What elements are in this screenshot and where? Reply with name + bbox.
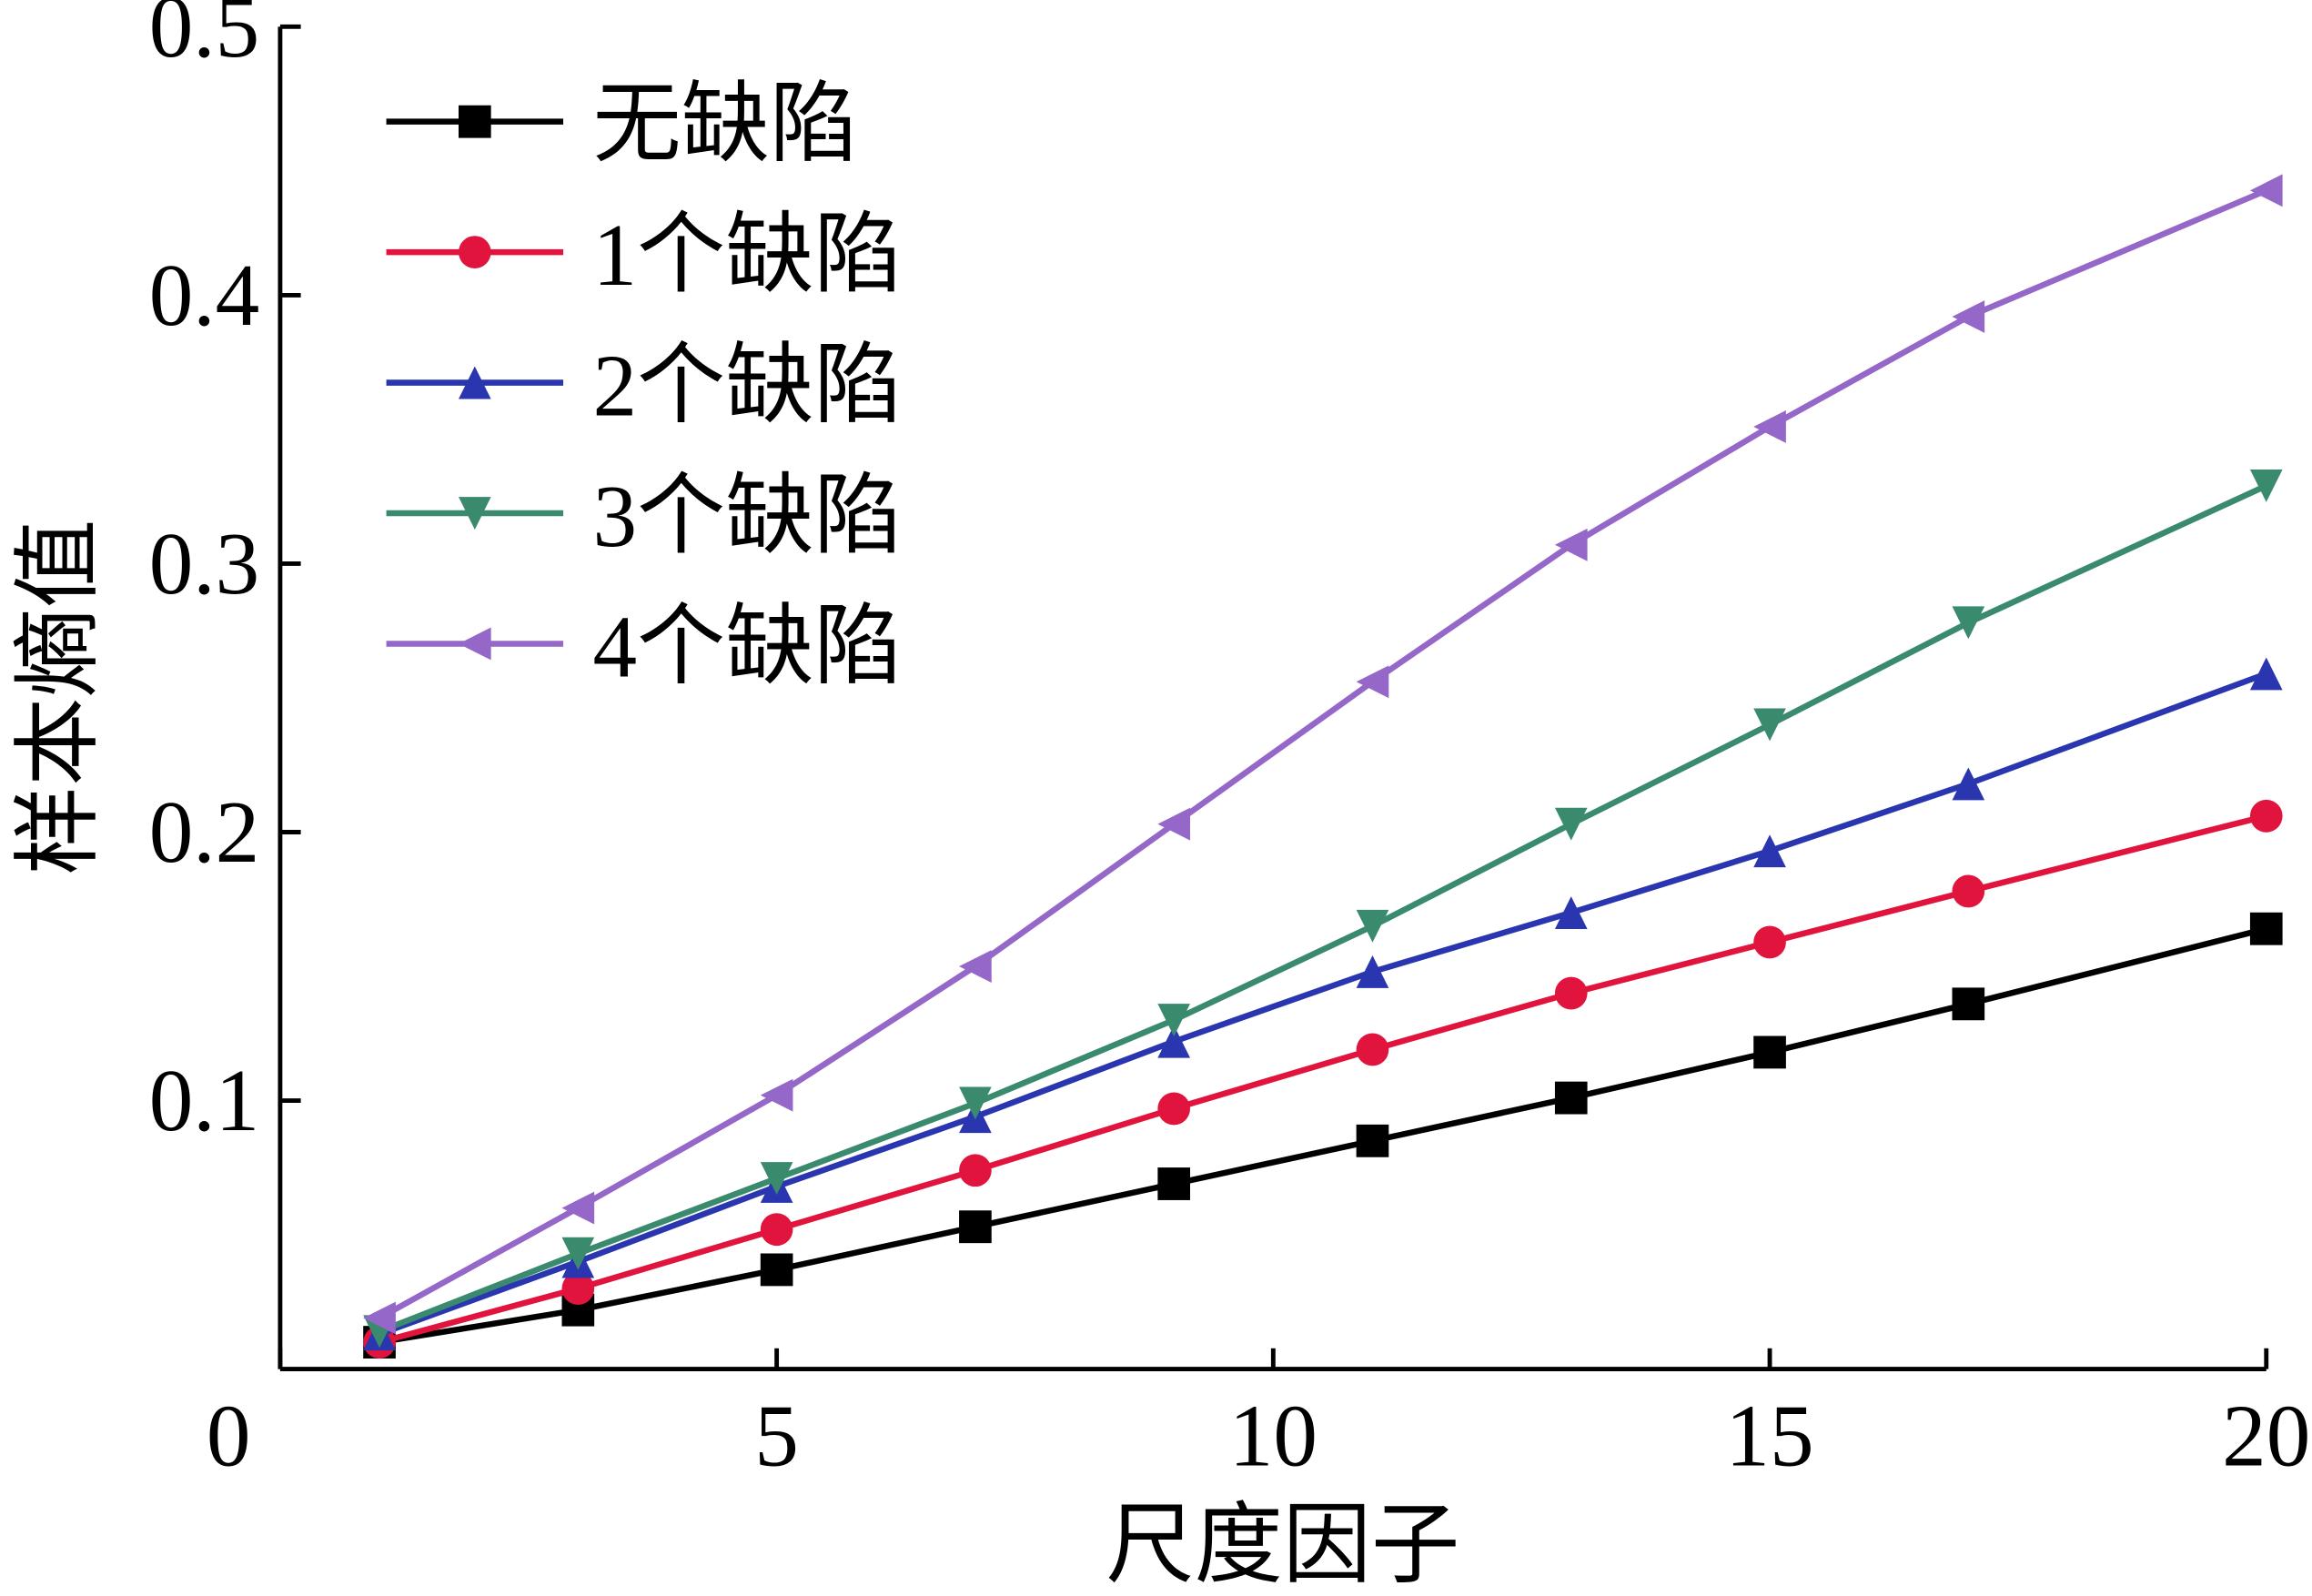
marker bbox=[1356, 1124, 1389, 1157]
marker bbox=[1753, 925, 1786, 959]
y-axis-label: 样本熵值 bbox=[10, 520, 108, 875]
x-tick-label: 5 bbox=[754, 1387, 799, 1485]
legend-label: 4个缺陷 bbox=[592, 598, 902, 696]
x-axis-label: 尺度因子 bbox=[1106, 1497, 1459, 1595]
marker bbox=[1554, 807, 1588, 841]
marker bbox=[1952, 874, 1985, 908]
series-line bbox=[378, 482, 2268, 1335]
marker bbox=[1753, 1035, 1786, 1069]
y-tick-label: 0.2 bbox=[149, 783, 260, 882]
x-tick-label: 0 bbox=[207, 1387, 251, 1485]
series-line bbox=[379, 925, 2267, 1346]
marker bbox=[1952, 987, 1985, 1021]
marker bbox=[1554, 896, 1588, 929]
marker bbox=[1157, 1025, 1191, 1058]
marker bbox=[1157, 1092, 1191, 1126]
marker bbox=[1554, 528, 1588, 561]
y-tick-label: 0.4 bbox=[149, 247, 260, 345]
marker bbox=[1952, 300, 1985, 333]
marker bbox=[1356, 1033, 1389, 1066]
marker bbox=[1157, 1004, 1191, 1036]
legend-marker bbox=[458, 627, 491, 661]
marker bbox=[1356, 955, 1389, 988]
marker bbox=[561, 1191, 595, 1225]
marker bbox=[760, 1253, 793, 1287]
marker bbox=[959, 1154, 992, 1187]
marker bbox=[959, 1210, 992, 1244]
y-tick-label: 0.1 bbox=[149, 1052, 260, 1150]
legend-marker bbox=[458, 105, 491, 138]
marker bbox=[1753, 410, 1786, 443]
x-tick-label: 20 bbox=[2222, 1387, 2310, 1485]
marker bbox=[959, 950, 992, 983]
marker bbox=[2249, 799, 2283, 833]
y-tick-label: 0.5 bbox=[149, 0, 260, 76]
legend-label: 1个缺陷 bbox=[592, 207, 902, 305]
marker bbox=[2249, 174, 2283, 207]
marker bbox=[1753, 834, 1786, 868]
marker bbox=[1753, 708, 1786, 742]
marker bbox=[1554, 1081, 1588, 1115]
series-line bbox=[378, 671, 2267, 1338]
marker bbox=[1952, 767, 1985, 801]
legend-label: 无缺陷 bbox=[592, 76, 858, 174]
marker bbox=[1554, 976, 1588, 1010]
marker bbox=[2249, 657, 2283, 691]
legend-marker bbox=[458, 497, 491, 530]
marker bbox=[1157, 1167, 1191, 1200]
legend-label: 3个缺陷 bbox=[592, 468, 902, 566]
x-tick-label: 15 bbox=[1725, 1387, 1813, 1485]
marker bbox=[1157, 807, 1191, 841]
marker bbox=[363, 1301, 396, 1335]
marker bbox=[561, 1272, 595, 1306]
series-line bbox=[378, 187, 2268, 1321]
series-line bbox=[379, 813, 2267, 1346]
marker bbox=[2249, 912, 2283, 945]
marker bbox=[1356, 665, 1389, 699]
marker bbox=[760, 1078, 793, 1112]
marker bbox=[1952, 606, 1985, 640]
marker bbox=[2249, 469, 2283, 502]
legend-marker bbox=[458, 236, 491, 269]
marker bbox=[760, 1213, 793, 1247]
marker bbox=[959, 1086, 992, 1120]
x-tick-label: 10 bbox=[1229, 1387, 1318, 1485]
marker bbox=[561, 1237, 595, 1270]
legend-marker bbox=[458, 366, 491, 399]
legend-label: 2个缺陷 bbox=[592, 337, 902, 435]
marker bbox=[1356, 909, 1389, 943]
y-tick-label: 0.3 bbox=[149, 515, 260, 613]
marker bbox=[760, 1162, 793, 1196]
